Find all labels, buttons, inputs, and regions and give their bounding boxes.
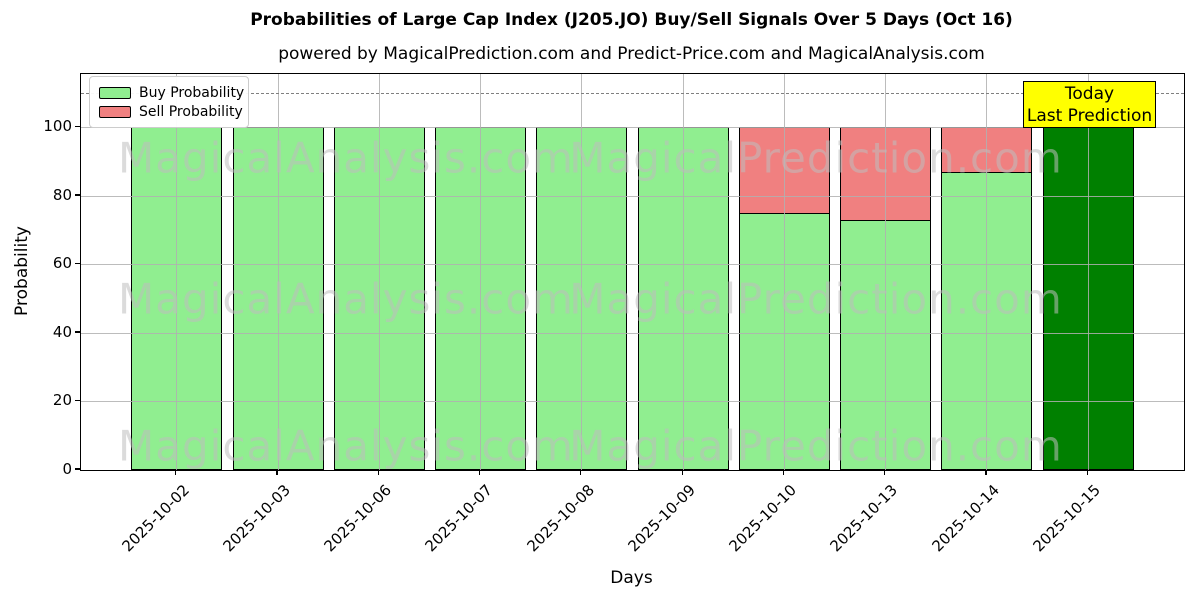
- x-tick-label: 2025-10-02: [118, 481, 193, 556]
- watermark-text: MagicalPrediction.com: [569, 274, 1063, 324]
- y-tick-mark: [75, 331, 80, 333]
- gridline-v: [783, 74, 785, 470]
- gridline-v: [378, 74, 380, 470]
- buy-probability-swatch: [99, 86, 131, 99]
- gridline-v: [176, 74, 178, 470]
- legend-label-sell: Sell Probability: [139, 103, 243, 120]
- annotation-line-2: Last Prediction: [1026, 105, 1153, 126]
- y-tick-mark: [75, 194, 80, 196]
- watermark-text: MagicalPrediction.com: [569, 421, 1063, 471]
- y-tick-mark: [75, 262, 80, 265]
- y-tick-mark: [75, 125, 80, 128]
- gridline-h: [81, 127, 1184, 129]
- chart-subtitle: powered by MagicalPrediction.com and Pre…: [278, 44, 985, 64]
- x-tick-mark: [479, 470, 481, 475]
- x-tick-mark: [276, 470, 278, 475]
- y-tick-mark: [75, 399, 80, 402]
- x-tick-mark: [985, 470, 987, 475]
- gridline-v: [277, 74, 279, 470]
- threshold-dashed-line: [81, 93, 1184, 95]
- y-tick-label: 40: [52, 322, 72, 341]
- sell-probability-swatch: [99, 105, 131, 118]
- x-tick-mark: [580, 470, 582, 475]
- gridline-v: [1087, 74, 1089, 470]
- x-tick-mark: [782, 470, 784, 475]
- x-tick-label: 2025-10-10: [725, 481, 801, 556]
- gridline-h: [81, 195, 1184, 197]
- legend: Buy Probability Sell Probability: [89, 76, 249, 128]
- x-tick-label: 2025-10-03: [219, 481, 294, 556]
- x-tick-label: 2025-10-06: [320, 481, 396, 556]
- y-tick-mark: [75, 468, 80, 470]
- x-tick-mark: [175, 470, 177, 475]
- watermark-text: MagicalPrediction.com: [569, 133, 1063, 183]
- gridline-h: [81, 332, 1184, 334]
- watermark-text: MagicalAnalysis.com: [118, 421, 574, 471]
- legend-item-sell: Sell Probability: [99, 102, 243, 121]
- today-annotation-box: Today Last Prediction: [1023, 81, 1156, 128]
- watermark-text: MagicalAnalysis.com: [118, 274, 574, 324]
- chart-title: Probabilities of Large Cap Index (J205.J…: [250, 10, 1013, 30]
- x-tick-label: 2025-10-09: [624, 481, 699, 556]
- x-tick-label: 2025-10-14: [928, 481, 1003, 556]
- gridline-v: [885, 74, 887, 470]
- x-tick-mark: [377, 470, 379, 475]
- gridline-v: [682, 74, 684, 470]
- x-tick-label: 2025-10-13: [827, 481, 902, 556]
- x-tick-mark: [1086, 470, 1088, 475]
- x-tick-mark: [681, 470, 683, 475]
- y-tick-label: 80: [52, 185, 72, 204]
- x-tick-mark: [884, 470, 886, 475]
- plot-area: MagicalAnalysis.com MagicalPrediction.com…: [80, 73, 1185, 471]
- y-tick-label: 0: [62, 460, 72, 478]
- y-tick-label: 60: [52, 254, 72, 273]
- y-tick-label: 20: [52, 391, 72, 410]
- y-tick-label: 100: [43, 117, 72, 136]
- legend-label-buy: Buy Probability: [139, 84, 245, 101]
- annotation-line-1: Today: [1064, 83, 1115, 104]
- x-tick-label: 2025-10-08: [523, 481, 598, 556]
- gridline-v: [986, 74, 988, 470]
- gridline-h: [81, 401, 1184, 403]
- gridline-v: [581, 74, 583, 470]
- gridline-h: [81, 264, 1184, 266]
- legend-item-buy: Buy Probability: [99, 83, 244, 102]
- x-tick-label: 2025-10-07: [421, 481, 497, 556]
- watermark-text: MagicalAnalysis.com: [118, 133, 574, 183]
- gridline-v: [480, 74, 482, 470]
- x-axis-label: Days: [610, 568, 653, 588]
- x-tick-label: 2025-10-15: [1029, 481, 1104, 556]
